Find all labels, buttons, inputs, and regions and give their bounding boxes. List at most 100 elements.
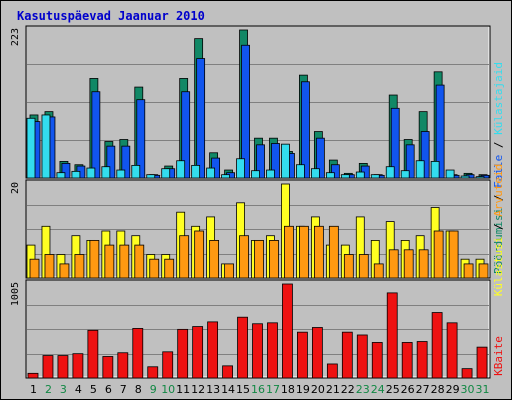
bar-kbaite: [431, 312, 443, 379]
bar-kulastajaid: [475, 176, 485, 179]
bar-arvuteid: [269, 239, 279, 279]
legend-separator: /: [492, 217, 505, 237]
x-tick-label: 2: [45, 383, 52, 396]
bar-kulastajaid: [131, 164, 141, 179]
bar-kulastajaid: [266, 169, 275, 179]
legend-kbaite: KBaite: [492, 336, 505, 376]
x-tick-label: 17: [266, 383, 280, 396]
y-max-tick-label: 20: [10, 182, 21, 194]
bar-faile: [91, 91, 101, 179]
bar-kbaite: [87, 329, 99, 379]
legend-kulastusi: Külastusi: [492, 237, 505, 297]
bar-arvuteid: [373, 263, 384, 279]
bar-kulastajaid: [71, 170, 81, 179]
x-tick-label: 25: [386, 383, 400, 396]
bar-arvuteid: [403, 249, 414, 279]
bar-arvuteid: [224, 263, 234, 279]
legend-faile: Faile: [492, 155, 505, 188]
bar-arvuteid: [433, 230, 444, 279]
bar-kulastajaid: [236, 158, 245, 179]
bar-arvuteid: [179, 235, 190, 279]
bar-kulastajaid: [400, 170, 410, 179]
bar-arvuteid: [209, 239, 220, 279]
bar-kbaite: [356, 334, 368, 379]
bar-kulastajaid: [41, 114, 51, 179]
y-max-tick-label: 223: [10, 28, 21, 46]
bar-kulastajaid: [385, 166, 395, 179]
legend-arvuteid: Arvuteid: [492, 164, 505, 217]
bar-faile: [181, 91, 191, 179]
x-tick-label: 16: [251, 383, 265, 396]
bar-arvuteid: [59, 263, 70, 279]
y-max-tick-label: 1005: [10, 282, 21, 306]
bar-kbaite: [311, 327, 323, 379]
bar-kbaite: [386, 292, 398, 379]
bar-kulastajaid: [370, 174, 380, 179]
bar-kbaite: [27, 372, 39, 379]
bar-faile: [106, 145, 116, 179]
legend-pooordumisi: Pöördumisi: [492, 208, 505, 274]
bar-kbaite: [401, 342, 413, 379]
x-tick-label: 21: [326, 383, 340, 396]
legend-top: Pöördumisi / Faile / Külastajaid: [492, 62, 505, 274]
bar-arvuteid: [313, 225, 324, 279]
x-tick-label: 1: [30, 383, 37, 396]
bar-kbaite: [461, 368, 473, 379]
bar-kbaite: [476, 346, 488, 379]
x-tick-label: 29: [446, 383, 460, 396]
bar-kulastajaid: [445, 169, 455, 179]
bar-arvuteid: [89, 239, 100, 279]
bar-faile: [121, 145, 131, 179]
bar-kbaite: [132, 328, 144, 379]
bar-faile: [301, 81, 310, 179]
bar-faile: [196, 58, 206, 179]
bar-faile: [61, 162, 71, 179]
bar-kulastajaid: [251, 170, 260, 179]
bar-kbaite: [57, 355, 69, 379]
x-tick-label: 15: [236, 383, 250, 396]
bar-arvuteid: [328, 225, 339, 279]
bar-faile: [241, 44, 250, 179]
bar-kulastajaid: [415, 160, 425, 179]
x-tick-label: 4: [75, 383, 82, 396]
bar-kbaite: [72, 353, 84, 379]
bar-kulastajaid: [146, 174, 156, 179]
legend-separator: /: [492, 135, 505, 155]
bar-arvuteid: [448, 230, 459, 279]
bar-arvuteid: [149, 258, 160, 279]
bar-kbaite: [147, 366, 159, 379]
bar-kulastajaid: [355, 171, 365, 179]
bar-faile: [315, 137, 325, 179]
bar-kulastajaid: [26, 117, 36, 179]
x-tick-label: 23: [356, 383, 370, 396]
bar-arvuteid: [418, 249, 429, 279]
bar-kulastajaid: [325, 172, 335, 179]
x-tick-label: 31: [476, 383, 490, 396]
x-tick-label: 11: [176, 383, 190, 396]
bar-faile: [390, 107, 400, 179]
x-tick-label: 10: [161, 383, 175, 396]
bar-arvuteid: [463, 263, 474, 279]
bar-kbaite: [446, 322, 458, 379]
bar-kbaite: [371, 342, 383, 379]
bar-kbaite: [177, 328, 189, 379]
bar-kulastajaid: [191, 164, 201, 179]
x-tick-label: 22: [341, 383, 355, 396]
bar-arvuteid: [74, 254, 85, 279]
bar-kbaite: [341, 331, 353, 379]
bar-kulastajaid: [340, 174, 350, 179]
bar-kulastajaid: [161, 168, 171, 179]
bar-kulastajaid: [176, 160, 186, 179]
x-tick-label: 24: [371, 383, 385, 396]
x-tick-label: 26: [401, 383, 415, 396]
x-tick-label: 19: [296, 383, 310, 396]
bar-kulastajaid: [296, 164, 305, 179]
bar-kulastajaid: [206, 167, 216, 179]
x-tick-label: 3: [60, 383, 67, 396]
bar-arvuteid: [119, 244, 130, 279]
bar-faile: [256, 144, 265, 179]
x-tick-label: 8: [135, 383, 142, 396]
bar-kbaite: [267, 322, 278, 379]
bar-arvuteid: [358, 254, 369, 279]
